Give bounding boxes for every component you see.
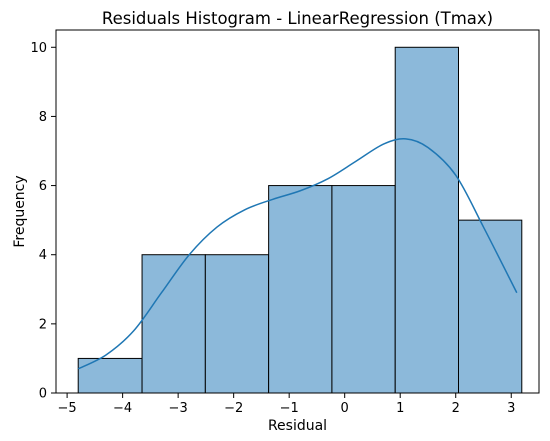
x-tick-label: −3: [169, 401, 188, 416]
chart-title: Residuals Histogram - LinearRegression (…: [102, 9, 493, 28]
histogram-bar-2: [141, 254, 206, 394]
x-tick-label: 0: [341, 401, 349, 416]
histogram-bar-3: [204, 254, 270, 394]
x-axis-ticks: −5 −4 −3 −2 −1 0 1 2 3: [58, 393, 515, 416]
histogram-bar-4: [268, 185, 333, 394]
x-tick-label: 1: [396, 401, 404, 416]
x-tick-label: −2: [224, 401, 243, 416]
kde-line: [77, 138, 518, 370]
x-tick-label: 2: [452, 401, 460, 416]
x-axis-label: Residual: [268, 418, 327, 434]
bars-group: [77, 46, 523, 394]
y-tick-label: 10: [30, 41, 47, 56]
histogram-bar-1: [77, 357, 143, 394]
plot-frame: [55, 29, 540, 394]
histogram-bar-6: [394, 46, 460, 394]
y-axis-label: Frequency: [12, 175, 28, 247]
x-tick-label: −5: [58, 401, 77, 416]
x-tick-label: 3: [507, 401, 515, 416]
y-tick-label: 6: [39, 179, 47, 194]
x-tick-label: −4: [113, 401, 132, 416]
histogram-bar-5: [331, 185, 396, 394]
y-tick-label: 4: [39, 248, 47, 263]
y-tick-label: 8: [39, 110, 47, 125]
histogram-bar-7: [458, 219, 523, 394]
x-tick-label: −1: [280, 401, 299, 416]
y-axis-ticks: 0 2 4 6 8 10: [30, 41, 56, 402]
y-tick-label: 2: [39, 317, 47, 332]
y-tick-label: 0: [39, 387, 47, 402]
